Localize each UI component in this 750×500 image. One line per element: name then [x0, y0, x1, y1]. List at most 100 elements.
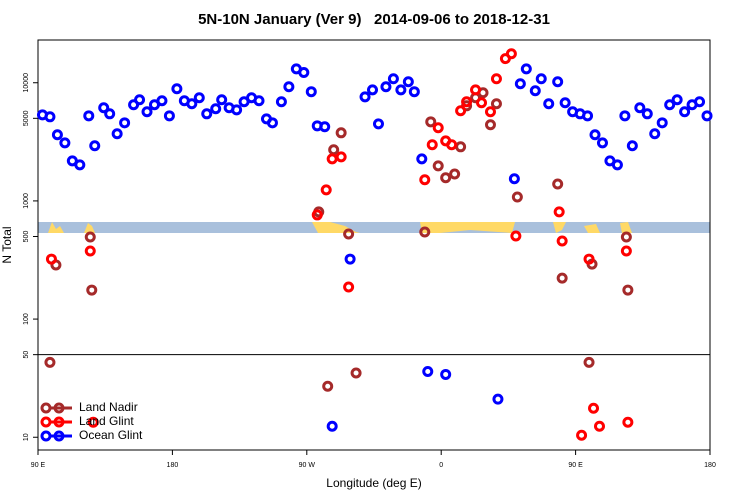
point [163, 110, 175, 122]
point [634, 102, 646, 114]
point [45, 253, 57, 265]
point [535, 73, 547, 85]
y-tick-label: 10 [23, 433, 30, 441]
x-tick-label: 0 [439, 462, 443, 469]
legend-marker [53, 402, 65, 414]
point [156, 95, 168, 107]
point [87, 416, 99, 428]
point [328, 144, 340, 156]
point [622, 416, 634, 428]
point [266, 117, 278, 129]
point [335, 151, 347, 163]
y-tick-label: 500 [23, 231, 30, 243]
point [556, 235, 568, 247]
point [419, 226, 431, 238]
point [83, 110, 95, 122]
point [556, 272, 568, 284]
point [596, 137, 608, 149]
x-tick-label: 90 W [299, 462, 316, 469]
x-tick-label: 180 [167, 462, 179, 469]
point [520, 63, 532, 75]
chart-title: 5N-10N January (Ver 9) 2014-09-06 to 201… [198, 11, 550, 28]
point [440, 368, 452, 380]
point [305, 86, 317, 98]
point [511, 191, 523, 203]
point [74, 159, 86, 171]
point [484, 106, 496, 118]
point [84, 231, 96, 243]
point [583, 253, 595, 265]
point [59, 137, 71, 149]
y-tick-label: 50 [23, 351, 30, 359]
point [343, 281, 355, 293]
point [446, 139, 458, 151]
point [408, 86, 420, 98]
point [701, 110, 713, 122]
point [620, 231, 632, 243]
point [380, 81, 392, 93]
point [86, 284, 98, 296]
point [111, 128, 123, 140]
point [510, 230, 522, 242]
y-tick-label: 10000 [23, 73, 30, 93]
y-axis-label: N Total [0, 226, 14, 263]
point [419, 174, 431, 186]
point [455, 105, 467, 117]
point [402, 76, 414, 88]
point [440, 172, 452, 184]
point [320, 184, 332, 196]
point [141, 106, 153, 118]
point [484, 119, 496, 131]
point [350, 367, 362, 379]
plot-frame [37, 39, 711, 451]
point [98, 102, 110, 114]
point [455, 141, 467, 153]
legend-marker [40, 416, 52, 428]
point [461, 96, 473, 108]
point [343, 228, 355, 240]
point [119, 117, 131, 129]
point [193, 92, 205, 104]
point [283, 81, 295, 93]
legend-marker [53, 430, 65, 442]
point [231, 104, 243, 116]
point [372, 118, 384, 130]
point [359, 91, 371, 103]
point [344, 253, 356, 265]
point [508, 173, 520, 185]
point [186, 98, 198, 110]
point [476, 97, 488, 109]
point [422, 366, 434, 378]
point [671, 94, 683, 106]
point [490, 98, 502, 110]
point [51, 129, 63, 141]
point [44, 111, 56, 123]
point [326, 153, 338, 165]
point [656, 117, 668, 129]
point [505, 48, 517, 60]
point [593, 420, 605, 432]
point [694, 96, 706, 108]
point [426, 139, 438, 151]
point [326, 420, 338, 432]
x-tick-label: 90 E [31, 462, 46, 469]
point [253, 95, 265, 107]
point [44, 356, 56, 368]
point [514, 78, 526, 90]
point [201, 108, 213, 120]
point [649, 128, 661, 140]
legend-label: Land Glint [79, 414, 134, 428]
point [104, 108, 116, 120]
point [134, 94, 146, 106]
point [395, 84, 407, 96]
point [552, 178, 564, 190]
map-strip [38, 222, 710, 233]
point [275, 96, 287, 108]
point [416, 153, 428, 165]
point [335, 127, 347, 139]
x-axis-label: Longitude (deg E) [326, 476, 421, 490]
point [611, 159, 623, 171]
legend-marker [53, 416, 65, 428]
point [387, 73, 399, 85]
